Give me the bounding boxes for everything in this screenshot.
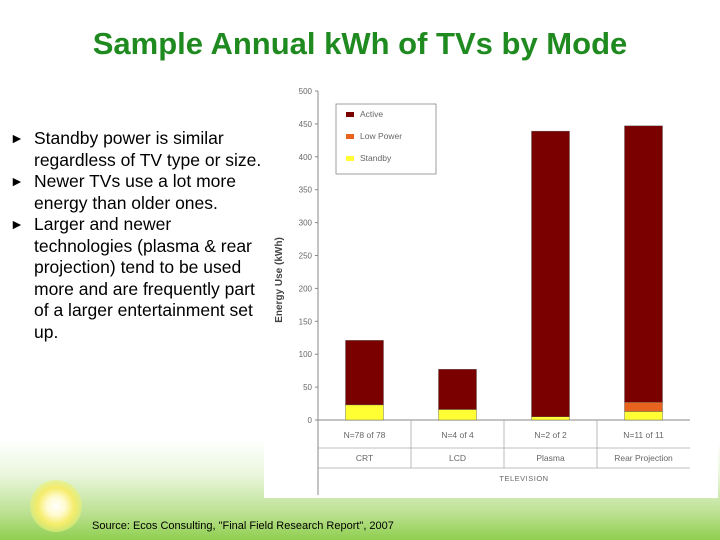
y-tick-label: 450 xyxy=(299,120,313,129)
y-tick-label: 50 xyxy=(303,383,312,392)
y-tick-label: 350 xyxy=(299,186,313,195)
legend-swatch xyxy=(346,156,354,161)
legend-label: Active xyxy=(360,109,383,119)
y-axis-label: Energy Use (kWh) xyxy=(274,237,285,323)
bar-segment-active xyxy=(345,340,384,406)
bar-segment-standby xyxy=(531,416,570,421)
y-tick-label: 0 xyxy=(308,416,313,425)
legend-swatch xyxy=(346,112,354,117)
y-tick-label: 200 xyxy=(299,284,313,293)
y-tick-label: 300 xyxy=(299,219,313,228)
legend-label: Low Power xyxy=(360,131,402,141)
y-tick-label: 100 xyxy=(299,350,313,359)
bar-segment-standby xyxy=(345,404,384,421)
legend-swatch xyxy=(346,134,354,139)
bullet-arrow-icon: ► xyxy=(10,130,24,146)
bullet-list: ► Standby power is similar regardless of … xyxy=(10,128,265,343)
x-tick-label: Plasma xyxy=(536,453,565,463)
x-tick-label: LCD xyxy=(449,453,466,463)
y-tick-label: 500 xyxy=(299,87,313,96)
sample-size-label: N=2 of 2 xyxy=(534,430,567,440)
bullet-arrow-icon: ► xyxy=(10,216,24,232)
bullet-arrow-icon: ► xyxy=(10,173,24,189)
bar-segment-active xyxy=(531,130,570,417)
sample-size-label: N=4 of 4 xyxy=(441,430,474,440)
bullet-item: ► Standby power is similar regardless of … xyxy=(10,128,265,171)
bar-segment-active xyxy=(438,369,477,410)
bar-segment-active xyxy=(624,125,663,403)
sample-size-label: N=11 of 11 xyxy=(623,430,664,440)
source-note: Source: Ecos Consulting, "Final Field Re… xyxy=(92,520,394,532)
bar-segment-low-power xyxy=(624,402,663,412)
bar-segment-standby xyxy=(624,411,663,421)
bullet-item: ► Newer TVs use a lot more energy than ol… xyxy=(10,171,265,214)
bar-segment-standby xyxy=(438,409,477,421)
y-tick-label: 250 xyxy=(299,252,313,261)
slide-title: Sample Annual kWh of TVs by Mode xyxy=(92,26,628,61)
y-tick-label: 150 xyxy=(299,317,313,326)
x-axis-label: TELEVISION xyxy=(499,474,548,483)
x-tick-label: Rear Projection xyxy=(614,453,673,463)
sun-graphic xyxy=(30,480,82,532)
y-tick-label: 400 xyxy=(299,153,313,162)
sample-size-label: N=78 of 78 xyxy=(344,430,386,440)
x-tick-label: CRT xyxy=(356,453,373,463)
bullet-item: ► Larger and newer technologies (plasma &… xyxy=(10,214,265,343)
bullet-text: Newer TVs use a lot more energy than old… xyxy=(34,171,236,213)
bullet-text: Larger and newer technologies (plasma & … xyxy=(34,214,255,342)
legend-label: Standby xyxy=(360,153,392,163)
bullet-text: Standby power is similar regardless of T… xyxy=(34,128,262,170)
